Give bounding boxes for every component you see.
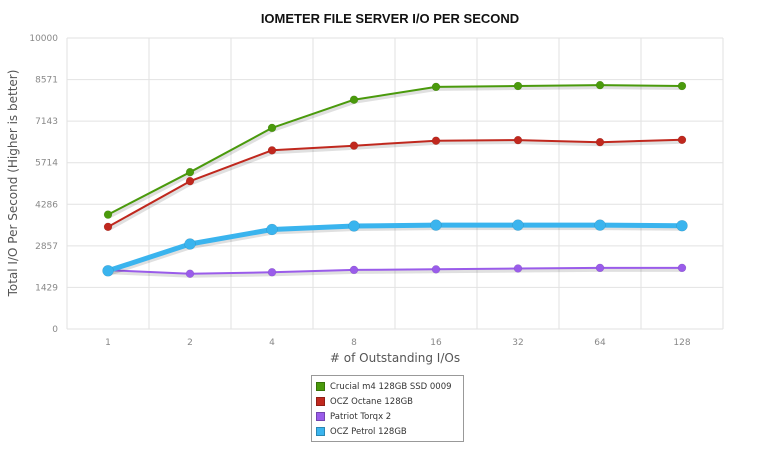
series-line	[107, 266, 682, 275]
series-shadow	[108, 85, 684, 219]
x-axis-label: # of Outstanding I/Os	[330, 351, 460, 365]
series-shadow	[108, 267, 683, 278]
legend-item-ocz-octane: OCZ Octane 128GB	[316, 394, 459, 409]
x-tick-label: 4	[269, 338, 275, 348]
y-axis-ticks: 0 1429 2857 4286 5714 7143 8571 10000	[29, 34, 58, 335]
data-point	[349, 265, 359, 275]
y-tick-label: 8571	[35, 76, 58, 86]
y-tick-label: 5714	[35, 159, 58, 169]
y-axis-label: Total I/O Per Second (Higher is better)	[6, 70, 20, 298]
data-point	[513, 264, 523, 273]
data-point	[595, 80, 605, 90]
legend-label: Crucial m4 128GB SSD 0009	[330, 381, 452, 392]
data-point	[677, 81, 687, 91]
data-point	[267, 146, 277, 155]
data-point	[349, 141, 359, 150]
x-tick-label: 1	[105, 338, 111, 348]
x-tick-label: 8	[351, 338, 357, 348]
legend-swatch	[316, 397, 325, 406]
data-point	[594, 219, 606, 231]
y-tick-label: 7143	[35, 117, 58, 127]
y-tick-label: 10000	[29, 34, 58, 44]
data-point	[267, 268, 277, 277]
data-point	[431, 265, 441, 274]
series-group	[102, 80, 688, 278]
data-point	[595, 137, 605, 147]
data-point	[185, 176, 195, 186]
data-point	[676, 219, 688, 232]
data-point	[595, 263, 605, 273]
data-point	[513, 135, 523, 145]
data-point	[184, 238, 196, 250]
y-tick-label: 1429	[35, 283, 58, 293]
data-point	[266, 223, 278, 236]
data-point	[431, 136, 441, 145]
x-tick-label: 2	[187, 338, 193, 348]
legend-label: OCZ Octane 128GB	[330, 396, 414, 407]
x-tick-label: 16	[430, 338, 442, 348]
data-point	[430, 219, 442, 231]
x-tick-label: 64	[594, 338, 606, 348]
data-point	[348, 220, 360, 232]
data-point	[431, 82, 441, 92]
data-point	[513, 81, 523, 91]
legend-item-ocz-petrol: OCZ Petrol 128GB	[316, 424, 459, 439]
series-shadow	[108, 139, 684, 231]
legend: Crucial m4 128GB SSD 0009 OCZ Octane 128…	[311, 375, 464, 442]
data-point	[103, 222, 113, 232]
series-line	[107, 84, 683, 216]
data-point	[102, 265, 114, 277]
y-tick-label: 0	[52, 325, 58, 335]
chart-title: IOMETER FILE SERVER I/O PER SECOND	[261, 11, 519, 26]
data-point	[349, 95, 359, 104]
data-point	[677, 263, 687, 273]
legend-label: Patriot Torqx 2	[330, 411, 392, 422]
y-tick-label: 4286	[35, 200, 58, 210]
legend-swatch	[316, 412, 325, 421]
data-point	[677, 135, 687, 145]
grid	[66, 37, 724, 330]
series-line	[107, 222, 683, 274]
legend-swatch	[316, 427, 325, 436]
legend-swatch	[316, 382, 325, 391]
data-point	[267, 123, 277, 133]
data-point	[185, 167, 195, 177]
data-point	[512, 219, 524, 231]
x-axis-ticks: 1 2 4 8 16 32 64 128	[105, 338, 691, 348]
series-line	[107, 138, 683, 228]
legend-item-patriot-torqx: Patriot Torqx 2	[316, 409, 459, 424]
data-point	[185, 269, 195, 278]
data-point	[103, 210, 113, 219]
legend-label: OCZ Petrol 128GB	[330, 426, 407, 437]
y-tick-label: 2857	[35, 242, 58, 252]
legend-item-crucial: Crucial m4 128GB SSD 0009	[316, 379, 459, 394]
x-tick-label: 128	[673, 338, 690, 348]
x-tick-label: 32	[512, 338, 523, 348]
